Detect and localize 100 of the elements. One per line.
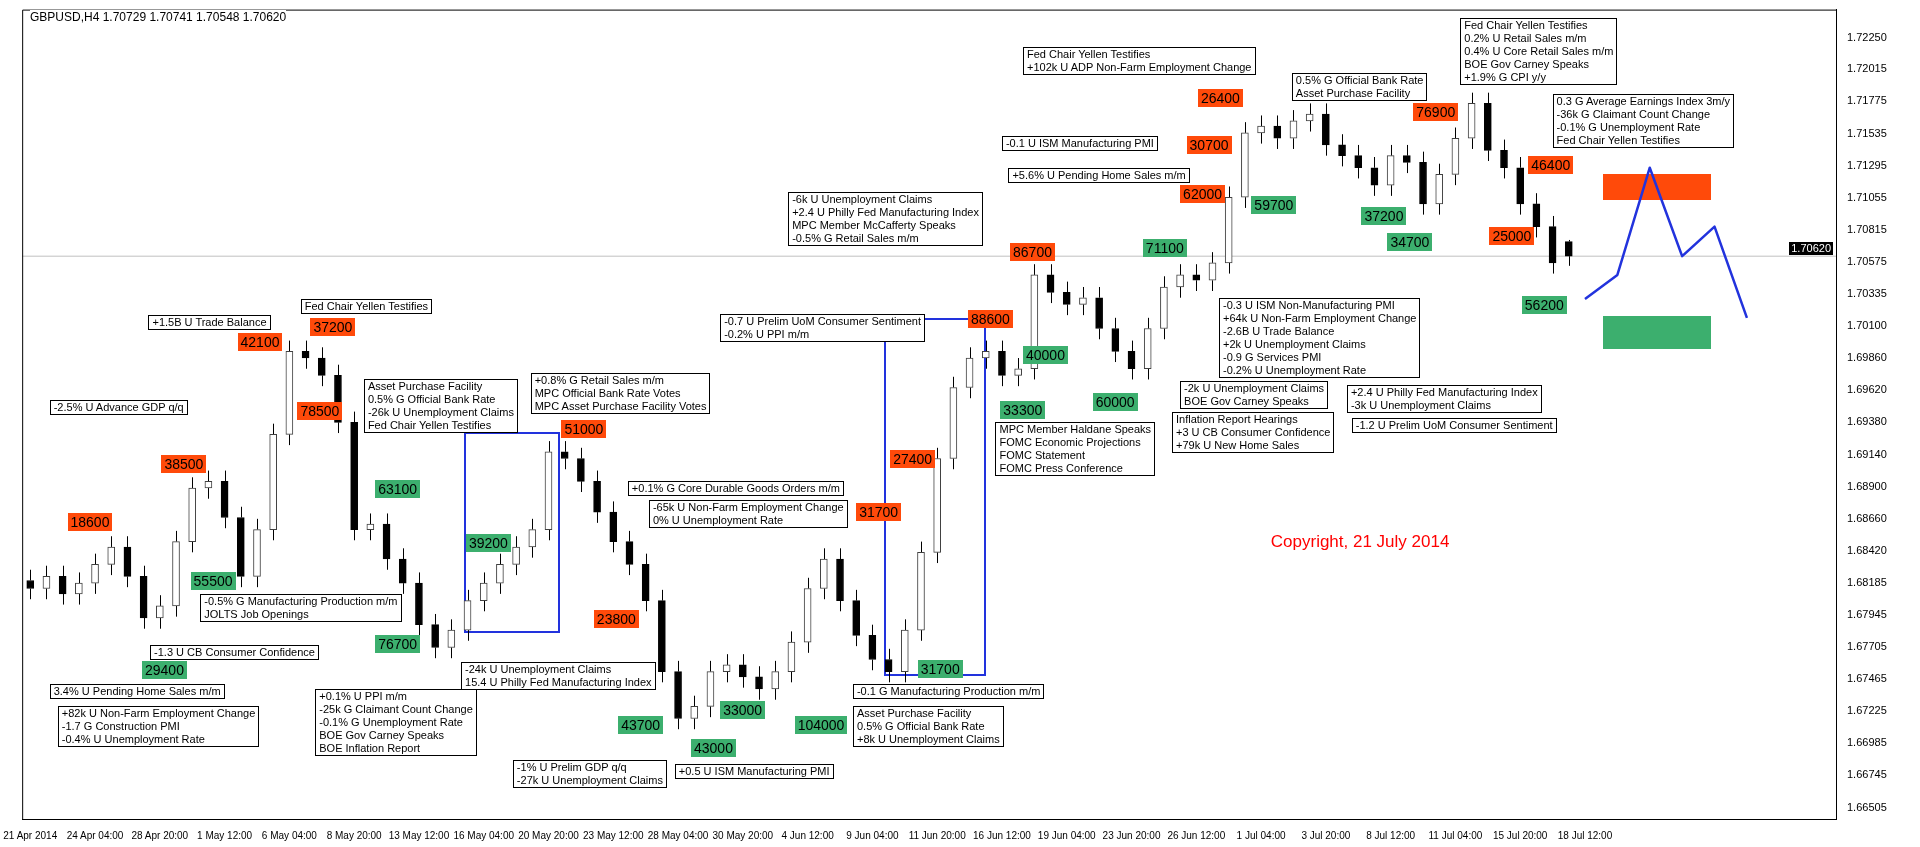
annotation: -2k U Unemployment Claims BOE Gov Carney Speaks bbox=[1180, 380, 1329, 409]
candlestick bbox=[900, 618, 909, 683]
annotation: 78500 bbox=[297, 402, 343, 421]
candlestick bbox=[188, 476, 197, 553]
candlestick bbox=[1143, 317, 1152, 380]
annotation: 31700 bbox=[917, 659, 963, 678]
annotation: Fed Chair Yellen Testifies bbox=[300, 299, 433, 315]
candlestick bbox=[512, 535, 520, 576]
annotation: 23800 bbox=[593, 609, 639, 628]
y-tick-label: 1.70335 bbox=[1847, 287, 1887, 300]
candlestick bbox=[1435, 163, 1444, 216]
x-tick-label: 11 Jun 20:00 bbox=[908, 829, 967, 841]
y-tick-label: 1.72015 bbox=[1847, 62, 1887, 75]
annotation: 27400 bbox=[890, 450, 936, 469]
y-tick-label: 1.68900 bbox=[1847, 479, 1887, 492]
candlestick bbox=[1403, 144, 1411, 174]
annotation: +5.6% U Pending Home Sales m/m bbox=[1008, 167, 1190, 183]
annotation: -0.3 U ISM Non-Manufacturing PMI +64k U Non-Farm Employment Change -2.6B U Trade Balance +2k U Unemployment Claims -0.9 G Services PMI -0.2% U Unemployment Rate bbox=[1218, 297, 1421, 378]
y-tick-label: 1.71775 bbox=[1847, 94, 1887, 107]
candlestick bbox=[917, 541, 925, 642]
x-tick-label: 28 May 04:00 bbox=[647, 829, 709, 841]
annotation: -0.7 U Prelim UoM Consumer Sentiment -0.2% U PPI m/m bbox=[720, 313, 925, 342]
x-tick-label: 3 Jul 20:00 bbox=[1301, 829, 1351, 841]
candlestick bbox=[771, 660, 780, 701]
candlestick bbox=[641, 553, 650, 612]
y-tick-label: 1.68185 bbox=[1847, 575, 1887, 588]
annotation: 0.3 G Average Earnings Index 3m/y -36k G Claimant Count Change -0.1% G Unemployment Rate Fed Chair Yellen Testifies bbox=[1552, 94, 1735, 149]
candlestick bbox=[1419, 151, 1427, 216]
candlestick bbox=[836, 547, 844, 612]
candlestick bbox=[1224, 185, 1233, 275]
annotation: 43700 bbox=[618, 715, 664, 734]
candlestick bbox=[415, 571, 423, 636]
annotation: +82k U Non-Farm Employment Change -1.7 G Construction PMI -0.4% U Unemployment Rate bbox=[57, 706, 260, 748]
y-tick-label: 1.68420 bbox=[1847, 544, 1887, 557]
annotation: 33300 bbox=[1000, 400, 1046, 419]
annotation: 42100 bbox=[237, 332, 283, 351]
candlestick bbox=[107, 535, 116, 576]
annotation: 37200 bbox=[310, 317, 356, 336]
candlestick bbox=[528, 518, 537, 559]
annotation: Copyright, 21 July 2014 bbox=[1270, 532, 1450, 553]
x-tick-label: 8 May 20:00 bbox=[326, 829, 383, 841]
annotation: 56200 bbox=[1521, 296, 1567, 315]
candlestick bbox=[1322, 102, 1330, 157]
y-tick-label: 1.70100 bbox=[1847, 318, 1887, 331]
y-tick-label: 1.67465 bbox=[1847, 671, 1887, 684]
annotation: -1.2 U Prelim UoM Consumer Sentiment bbox=[1351, 418, 1557, 434]
annotation: +0.1% U PPI m/m -25k G Claimant Count Change -0.1% G Unemployment Rate BOE Gov Carney Speaks BOE Inflation Report bbox=[315, 689, 477, 756]
y-tick-label: 1.70575 bbox=[1847, 255, 1887, 268]
x-tick-label: 4 Jun 12:00 bbox=[781, 829, 835, 841]
y-tick-label: 1.67945 bbox=[1847, 607, 1887, 620]
candlestick bbox=[1257, 114, 1265, 145]
x-tick-label: 21 Apr 2014 bbox=[3, 829, 58, 841]
candlestick bbox=[350, 411, 358, 541]
x-tick-label: 8 Jul 12:00 bbox=[1366, 829, 1416, 841]
annotation: 88600 bbox=[967, 309, 1013, 328]
y-tick-label: 1.69860 bbox=[1847, 351, 1887, 364]
y-tick-label: 1.70815 bbox=[1847, 223, 1887, 236]
candlestick bbox=[496, 553, 504, 595]
candlestick bbox=[819, 547, 828, 600]
annotation: +2.4 U Philly Fed Manufacturing Index -3k U Unemployment Claims bbox=[1346, 384, 1542, 413]
annotation: +0.5 U ISM Manufacturing PMI bbox=[674, 764, 834, 780]
candlestick bbox=[1338, 133, 1346, 167]
annotation: 59700 bbox=[1251, 195, 1297, 214]
annotation: 25000 bbox=[1489, 226, 1535, 245]
annotation: 18600 bbox=[67, 513, 113, 532]
candlestick bbox=[933, 447, 942, 564]
y-tick-label: 1.72250 bbox=[1847, 30, 1887, 43]
candlestick bbox=[1516, 156, 1525, 216]
candlestick bbox=[674, 660, 682, 730]
annotation: Inflation Report Hearings +3 U CB Consumer Confidence +79k U New Home Sales bbox=[1172, 411, 1335, 453]
x-tick-label: 26 Jun 12:00 bbox=[1167, 829, 1226, 841]
annotation: 76900 bbox=[1413, 103, 1459, 122]
y-tick-label: 1.66985 bbox=[1847, 736, 1887, 749]
x-tick-label: 1 May 12:00 bbox=[197, 829, 253, 841]
x-tick-label: 16 Jun 12:00 bbox=[973, 829, 1032, 841]
annotation: 62000 bbox=[1180, 185, 1226, 204]
candlestick bbox=[1289, 109, 1298, 150]
annotation: 39200 bbox=[465, 533, 511, 552]
annotation: 104000 bbox=[794, 715, 848, 734]
candlestick bbox=[981, 340, 990, 370]
annotation: 43000 bbox=[691, 738, 736, 757]
annotation: 0.5% G Official Bank Rate Asset Purchase Facility bbox=[1291, 72, 1428, 101]
annotation: -1% U Prelim GDP q/q -27k U Unemployment Claims bbox=[512, 760, 667, 789]
x-tick-label: 9 Jun 04:00 bbox=[846, 829, 899, 841]
candlestick bbox=[1241, 121, 1249, 209]
y-tick-label: 1.69380 bbox=[1847, 415, 1887, 428]
annotation: -0.1 G Manufacturing Production m/m bbox=[852, 683, 1045, 699]
candlestick bbox=[560, 440, 569, 470]
candlestick bbox=[884, 648, 893, 683]
candlestick bbox=[1014, 357, 1022, 387]
candlestick bbox=[236, 506, 245, 588]
candlestick bbox=[1095, 286, 1103, 340]
x-tick-label: 18 Jul 12:00 bbox=[1557, 829, 1613, 841]
candlestick bbox=[1483, 92, 1492, 162]
x-tick-label: 23 May 12:00 bbox=[582, 829, 645, 841]
candlestick bbox=[1192, 263, 1201, 292]
x-tick-label: 28 Apr 20:00 bbox=[131, 829, 189, 841]
annotation: -65k U Non-Farm Employment Change 0% U Unemployment Rate bbox=[648, 500, 848, 529]
annotation: +1.5B U Trade Balance bbox=[148, 315, 271, 331]
annotation: 26400 bbox=[1197, 88, 1243, 107]
